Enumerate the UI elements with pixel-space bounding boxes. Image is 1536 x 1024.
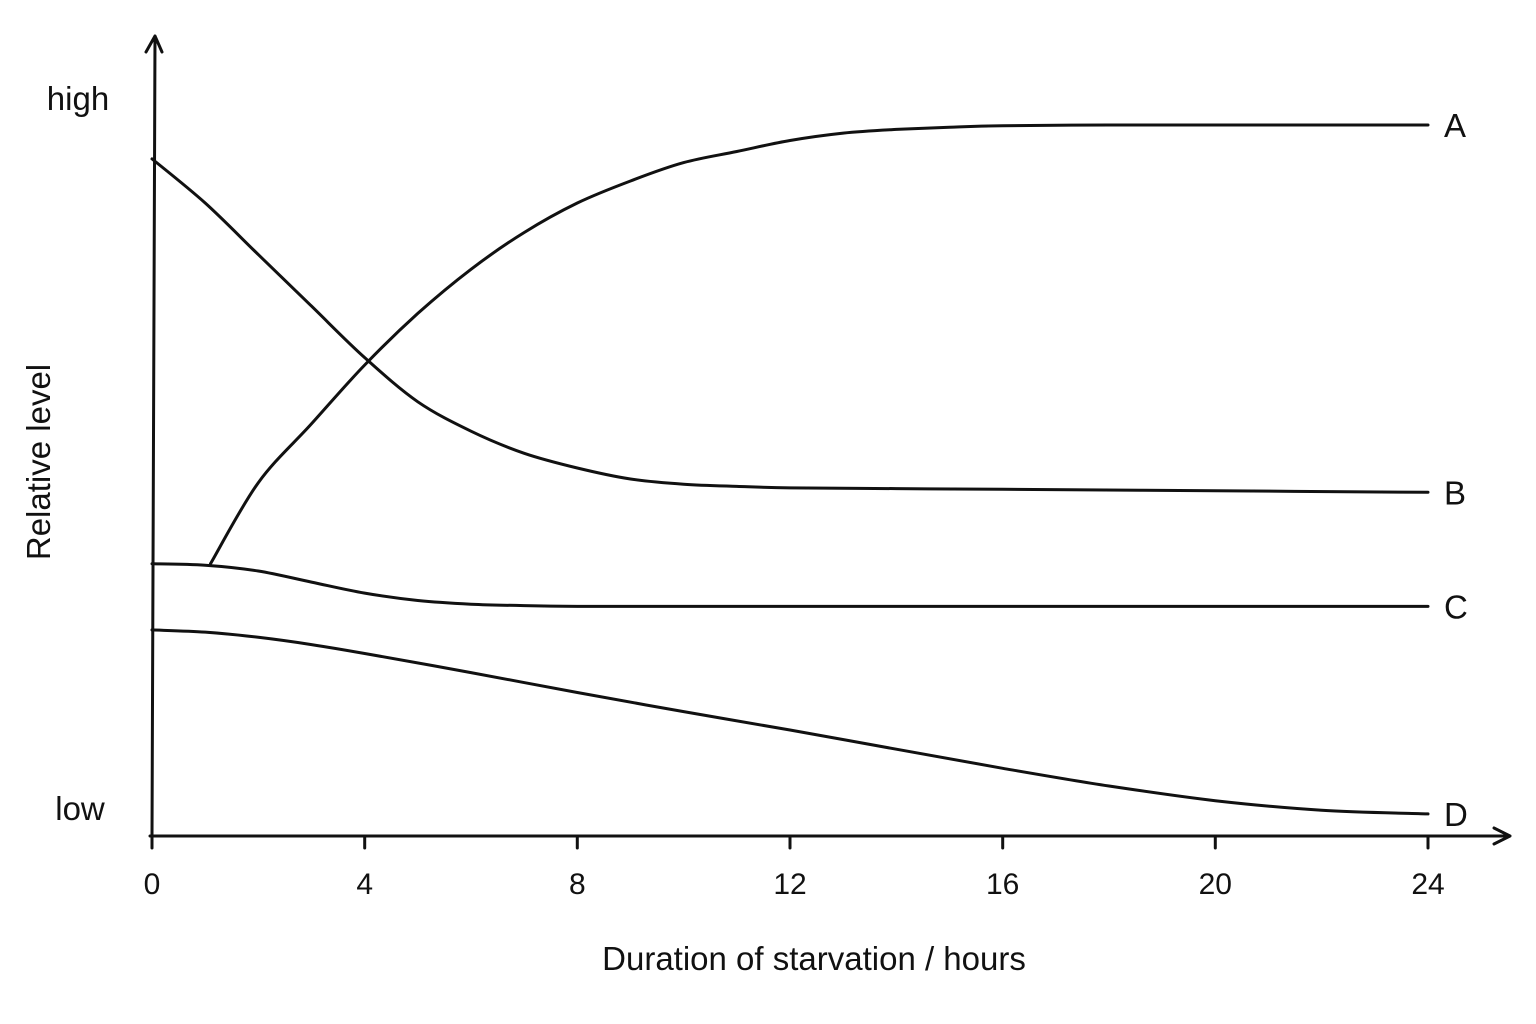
x-tick-label: 8 <box>569 868 586 901</box>
x-tick-label: 20 <box>1199 868 1232 901</box>
series-line-a <box>209 123 1430 566</box>
series-labels: A B C D <box>1444 107 1468 833</box>
x-tick-label: 12 <box>773 868 806 901</box>
series-line-b <box>150 157 1430 494</box>
series-line-d <box>150 628 1430 816</box>
x-axis <box>148 826 1512 846</box>
y-axis <box>144 34 164 838</box>
x-axis-title: Duration of starvation / hours <box>602 940 1026 977</box>
series-label-a: A <box>1444 107 1466 144</box>
x-tick-label: 24 <box>1411 868 1444 901</box>
y-axis-high-label: high <box>47 80 109 117</box>
series-lines <box>150 123 1430 816</box>
x-tick-label: 0 <box>144 868 161 901</box>
axes <box>144 34 1512 850</box>
series-label-b: B <box>1444 474 1466 511</box>
series-label-d: D <box>1444 796 1468 833</box>
series-label-c: C <box>1444 588 1468 625</box>
series-line-c <box>150 562 1430 608</box>
y-axis-low-label: low <box>55 790 105 827</box>
x-tick-label: 16 <box>986 868 1019 901</box>
x-tick-label: 4 <box>356 868 373 901</box>
labels: high low Relative level Duration of star… <box>20 80 1468 977</box>
x-tick-marks <box>150 834 1430 850</box>
x-tick-labels: 0 4 8 12 16 20 24 <box>144 868 1445 901</box>
y-axis-title: Relative level <box>20 364 57 560</box>
